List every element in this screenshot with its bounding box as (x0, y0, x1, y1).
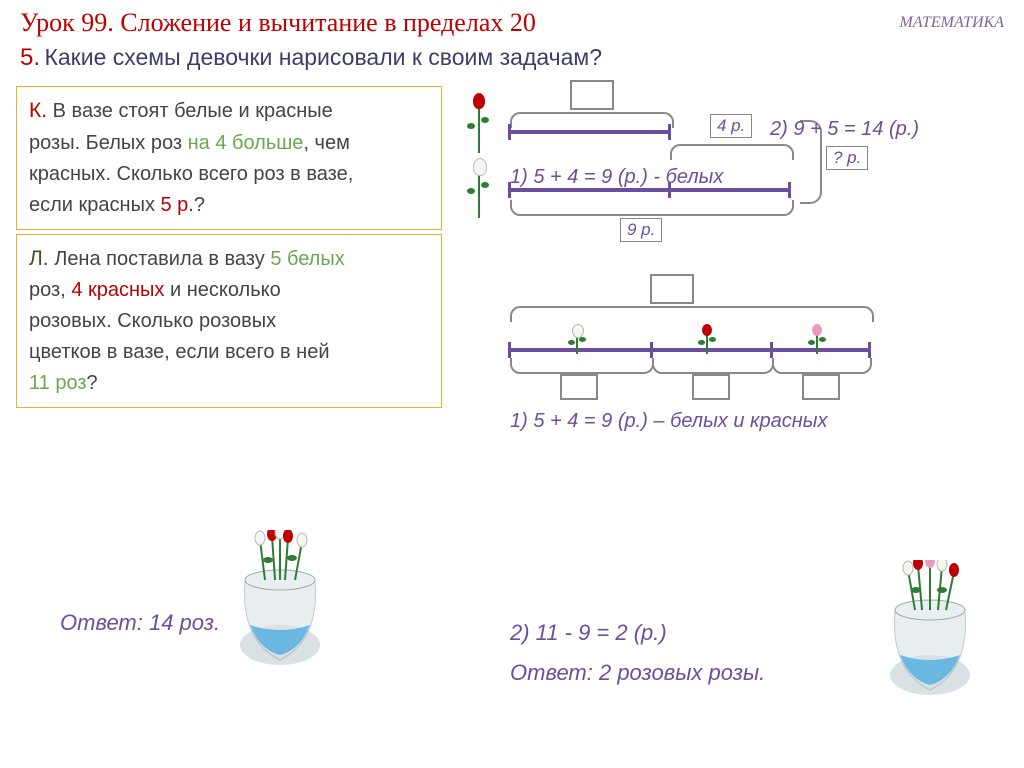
vase-icon (220, 530, 340, 670)
pk-line4a: если красных (29, 194, 161, 216)
pl-l1b: 5 белых (270, 248, 344, 270)
tick-icon (508, 342, 511, 358)
segment-box-empty (560, 374, 598, 400)
pl-l2c: и несколько (164, 279, 280, 301)
pk-line1: В вазе стоят белые и красные (53, 100, 333, 122)
rose-icon (700, 324, 714, 354)
bracket-icon (510, 112, 674, 128)
tick-icon (770, 342, 773, 358)
bracket-icon (772, 358, 872, 374)
pk-line3: красных. Сколько всего роз в вазе, (29, 163, 353, 185)
segment-box-empty (570, 80, 614, 110)
pl-l5a: 11 роз (29, 372, 87, 394)
segment-box-empty (650, 274, 694, 304)
segment-box-empty (692, 374, 730, 400)
rose-icon (470, 93, 488, 153)
pk-line2a: розы. Белых роз (29, 132, 188, 154)
segment-box-empty (802, 374, 840, 400)
problem-l-box: Л. Лена поставила в вазу 5 белых роз, 4 … (16, 234, 442, 409)
tick-icon (650, 342, 653, 358)
bracket-icon (510, 358, 654, 374)
vase-icon (870, 560, 990, 700)
tick-icon (788, 182, 791, 198)
pl-l2b: 4 красных (71, 279, 164, 301)
lesson-title: Урок 99. Сложение и вычитание в пределах… (20, 8, 536, 38)
problem-k-prefix: К. (29, 99, 47, 122)
pl-l1: Лена поставила в вазу (54, 248, 270, 270)
problem-k-box: К. В вазе стоят белые и красные розы. Бе… (16, 86, 442, 230)
rose-icon (810, 324, 824, 354)
pl-l2: роз, (29, 279, 71, 301)
bracket-icon (510, 200, 794, 216)
rose-icon (470, 158, 488, 218)
answer-left: Ответ: 14 роз. (60, 610, 220, 636)
tick-icon (508, 124, 511, 140)
label-question: ? р. (826, 146, 868, 170)
diagram-l: 1) 5 + 4 = 9 (р.) – белых и красных (470, 280, 1010, 480)
step2-text: 2) 9 + 5 = 14 (р.) (770, 118, 919, 141)
answer-r2: Ответ: 2 розовых розы. (510, 660, 860, 686)
bar-segment (510, 130, 670, 134)
label-9p: 9 р. (620, 218, 662, 242)
pl-l5b: ? (87, 372, 98, 394)
pl-l4: цветков в вазе, если всего в ней (29, 341, 330, 363)
label-4p: 4 р. (710, 114, 752, 138)
bracket-icon (652, 358, 774, 374)
stepL1-text: 1) 5 + 4 = 9 (р.) – белых и красных (510, 410, 940, 433)
pk-line4b: 5 р. (161, 194, 194, 216)
bracket-icon (670, 144, 794, 160)
answer-r1: 2) 11 - 9 = 2 (р.) (510, 620, 667, 646)
pk-line2b: на 4 больше (188, 132, 304, 154)
subject-label: МАТЕМАТИКА (899, 14, 1004, 32)
pl-l3: розовых. Сколько розовых (29, 310, 276, 332)
tick-icon (868, 342, 871, 358)
pk-line2c: , чем (303, 132, 349, 154)
step1-text: 1) 5 + 4 = 9 (р.) - белых (510, 166, 723, 189)
question-row: 5. Какие схемы девочки нарисовали к свои… (0, 42, 1024, 80)
rose-icon (570, 324, 584, 354)
question-number: 5. (20, 44, 40, 71)
bracket-icon (510, 306, 874, 322)
tick-icon (668, 124, 671, 140)
question-text: Какие схемы девочки нарисовали к своим з… (44, 44, 602, 70)
pk-line4q: ? (194, 194, 205, 216)
problem-l-prefix: Л. (29, 247, 49, 270)
